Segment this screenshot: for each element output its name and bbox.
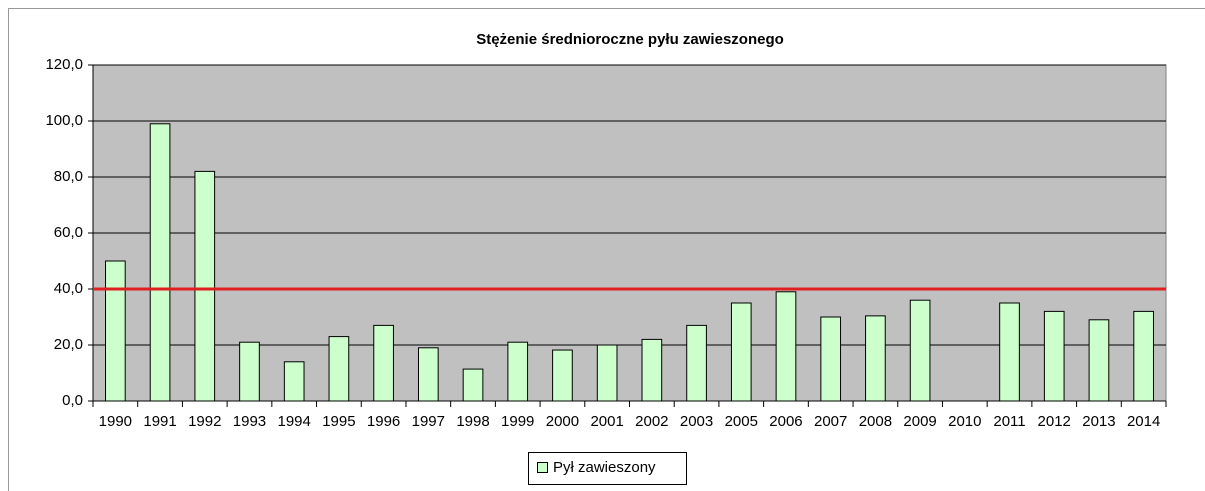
bar (820, 316, 842, 402)
bar (686, 324, 707, 402)
legend-label: Pył zawieszony (553, 459, 656, 476)
bar (507, 341, 529, 402)
x-tick-label: 1996 (367, 413, 400, 430)
bar (462, 368, 484, 402)
x-tick-label: 2009 (903, 413, 936, 430)
y-tick-label: 40,0 (54, 280, 83, 297)
bar (194, 170, 216, 402)
bar (149, 123, 171, 402)
x-tick-label: 2000 (546, 413, 579, 430)
bar (105, 260, 126, 402)
bar (328, 336, 350, 402)
bar (552, 349, 573, 402)
legend-swatch (537, 462, 548, 473)
x-tick-label: 1993 (233, 413, 266, 430)
bar (1133, 310, 1154, 402)
bar (730, 302, 752, 402)
bar (373, 324, 394, 402)
x-tick-label: 2006 (769, 413, 802, 430)
bar (239, 341, 260, 402)
x-tick-label: 2002 (635, 413, 668, 430)
x-tick-label: 1997 (412, 413, 445, 430)
y-tick-label: 0,0 (62, 392, 83, 409)
bar (1043, 310, 1065, 402)
y-tick-label: 120,0 (45, 56, 83, 73)
x-tick-label: 2014 (1127, 413, 1160, 430)
x-tick-label: 2007 (814, 413, 847, 430)
x-tick-label: 2013 (1082, 413, 1115, 430)
bar (417, 347, 439, 402)
y-tick-label: 100,0 (45, 112, 83, 129)
bar (641, 338, 663, 402)
x-tick-label: 1990 (99, 413, 132, 430)
bar (909, 299, 931, 402)
x-tick-label: 2008 (859, 413, 892, 430)
bar (865, 315, 886, 402)
x-tick-label: 1999 (501, 413, 534, 430)
bar (596, 344, 618, 402)
x-tick-label: 1994 (278, 413, 311, 430)
x-tick-label: 2003 (680, 413, 713, 430)
y-tick-label: 60,0 (54, 224, 83, 241)
x-tick-label: 2010 (948, 413, 981, 430)
x-tick-label: 2011 (993, 413, 1025, 430)
x-tick-label: 1992 (188, 413, 221, 430)
legend-box (528, 452, 687, 485)
x-tick-label: 1995 (322, 413, 355, 430)
chart-title: Stężenie średnioroczne pyłu zawieszonego (476, 31, 784, 48)
x-tick-label: 2005 (725, 413, 758, 430)
x-tick-label: 1991 (143, 413, 176, 430)
y-tick-label: 80,0 (54, 168, 83, 185)
x-tick-label: 2012 (1038, 413, 1071, 430)
x-tick-label: 2001 (590, 413, 623, 430)
bar (283, 361, 305, 402)
x-tick-label: 1998 (456, 413, 489, 430)
bar (999, 302, 1020, 402)
bar (775, 291, 797, 402)
bar (1088, 319, 1110, 402)
y-tick-label: 20,0 (54, 336, 83, 353)
